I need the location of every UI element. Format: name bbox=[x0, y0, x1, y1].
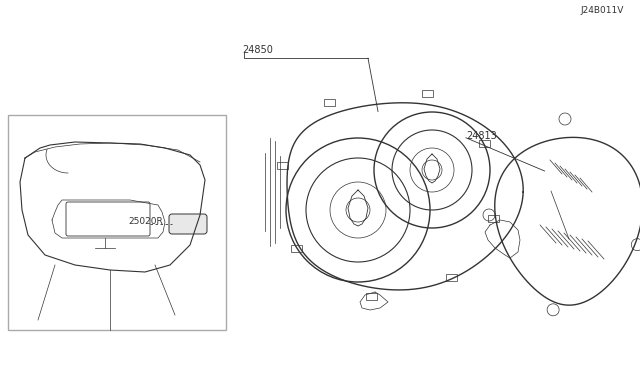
FancyBboxPatch shape bbox=[324, 99, 335, 106]
FancyBboxPatch shape bbox=[66, 202, 150, 236]
FancyBboxPatch shape bbox=[277, 162, 289, 169]
Text: 24813: 24813 bbox=[466, 131, 497, 141]
Text: 25020R: 25020R bbox=[129, 217, 163, 226]
FancyBboxPatch shape bbox=[291, 245, 302, 252]
FancyBboxPatch shape bbox=[479, 141, 490, 147]
FancyBboxPatch shape bbox=[365, 293, 376, 300]
Text: J24B011V: J24B011V bbox=[580, 6, 624, 15]
Text: 24850: 24850 bbox=[242, 45, 273, 55]
FancyBboxPatch shape bbox=[422, 90, 433, 97]
FancyBboxPatch shape bbox=[446, 274, 458, 281]
FancyBboxPatch shape bbox=[169, 214, 207, 234]
FancyBboxPatch shape bbox=[488, 215, 499, 222]
FancyBboxPatch shape bbox=[8, 115, 226, 330]
